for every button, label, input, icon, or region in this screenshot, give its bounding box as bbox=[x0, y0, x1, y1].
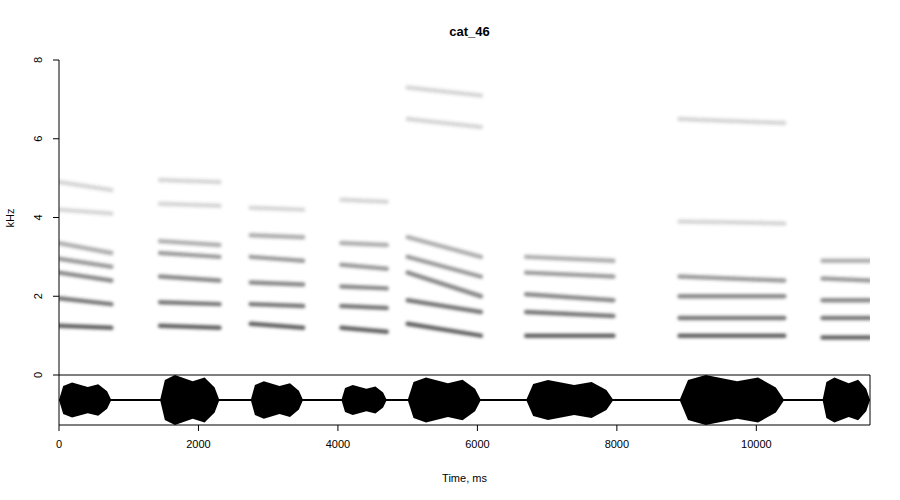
y-tick-label: 6 bbox=[32, 136, 44, 142]
harmonic bbox=[59, 182, 111, 190]
y-tick-label: 2 bbox=[32, 293, 44, 299]
waveform bbox=[59, 383, 111, 418]
y-tick bbox=[53, 60, 59, 61]
harmonic bbox=[823, 335, 870, 340]
harmonic bbox=[160, 326, 219, 328]
harmonic bbox=[160, 277, 219, 281]
panel-divider bbox=[59, 375, 870, 376]
x-tick bbox=[59, 425, 60, 431]
harmonic bbox=[526, 294, 613, 300]
waveform bbox=[408, 378, 481, 423]
x-tick-label: 0 bbox=[56, 438, 62, 450]
harmonic bbox=[680, 277, 785, 281]
harmonic bbox=[160, 253, 219, 257]
harmonic bbox=[251, 257, 303, 261]
harmonic bbox=[251, 235, 303, 237]
harmonic bbox=[823, 316, 870, 321]
x-tick bbox=[337, 425, 338, 431]
harmonic bbox=[341, 286, 386, 288]
harmonic bbox=[59, 243, 111, 253]
x-tick-label: 6000 bbox=[465, 438, 489, 450]
harmonic bbox=[160, 241, 219, 245]
harmonic bbox=[251, 324, 303, 328]
harmonic bbox=[341, 328, 386, 332]
y-axis-label: kHz bbox=[4, 209, 16, 228]
harmonic bbox=[680, 294, 785, 299]
x-tick-label: 4000 bbox=[326, 438, 350, 450]
harmonic bbox=[680, 221, 785, 223]
harmonic bbox=[408, 237, 481, 257]
harmonic bbox=[823, 298, 870, 303]
x-axis-label: Time, ms bbox=[442, 472, 487, 484]
harmonic bbox=[408, 119, 481, 127]
harmonic bbox=[526, 312, 613, 316]
x-tick bbox=[756, 425, 757, 431]
harmonic bbox=[341, 243, 386, 245]
harmonic bbox=[59, 273, 111, 281]
harmonic bbox=[160, 302, 219, 304]
harmonic bbox=[251, 282, 303, 284]
harmonic bbox=[160, 204, 219, 206]
x-tick bbox=[477, 425, 478, 431]
oscillogram bbox=[59, 375, 870, 425]
harmonic bbox=[59, 298, 111, 304]
harmonic bbox=[526, 333, 613, 338]
y-tick bbox=[53, 217, 59, 218]
harmonic bbox=[408, 273, 481, 297]
waveform bbox=[251, 381, 303, 419]
osc-right-edge bbox=[870, 375, 871, 425]
harmonic bbox=[251, 304, 303, 306]
waveform bbox=[341, 385, 386, 415]
osc-left-edge bbox=[59, 375, 60, 425]
y-tick-label: 8 bbox=[32, 57, 44, 63]
y-tick bbox=[53, 375, 59, 376]
harmonic bbox=[59, 326, 111, 328]
waveform bbox=[680, 375, 785, 425]
harmonic bbox=[408, 324, 481, 336]
x-axis bbox=[59, 425, 870, 426]
harmonic bbox=[680, 333, 785, 338]
y-tick bbox=[53, 296, 59, 297]
y-tick-label: 0 bbox=[32, 372, 44, 378]
harmonic bbox=[251, 208, 303, 210]
waveform bbox=[823, 378, 870, 423]
harmonic bbox=[341, 306, 386, 308]
x-tick bbox=[616, 425, 617, 431]
y-tick bbox=[53, 138, 59, 139]
harmonic bbox=[408, 257, 481, 277]
y-tick-label: 4 bbox=[32, 214, 44, 220]
x-tick-label: 8000 bbox=[605, 438, 629, 450]
harmonic bbox=[59, 259, 111, 267]
harmonic bbox=[341, 200, 386, 202]
x-tick-label: 2000 bbox=[186, 438, 210, 450]
waveform bbox=[160, 375, 219, 425]
harmonic bbox=[160, 180, 219, 182]
chart: cat_46 0 2 4 6 8 0 2000 4000 6000 8000 10000 Time, m… bbox=[0, 0, 900, 500]
x-tick bbox=[198, 425, 199, 431]
harmonic bbox=[823, 259, 870, 264]
harmonic bbox=[680, 316, 785, 321]
harmonic bbox=[526, 273, 613, 277]
harmonic bbox=[59, 210, 111, 214]
title: cat_46 bbox=[449, 24, 489, 39]
x-tick-label: 10000 bbox=[741, 438, 772, 450]
harmonic bbox=[341, 265, 386, 269]
harmonic bbox=[680, 119, 785, 123]
spectrogram bbox=[59, 88, 870, 338]
harmonic bbox=[408, 88, 481, 96]
harmonic bbox=[823, 279, 870, 281]
harmonic bbox=[408, 300, 481, 312]
waveform bbox=[526, 380, 613, 420]
harmonic bbox=[526, 257, 613, 261]
